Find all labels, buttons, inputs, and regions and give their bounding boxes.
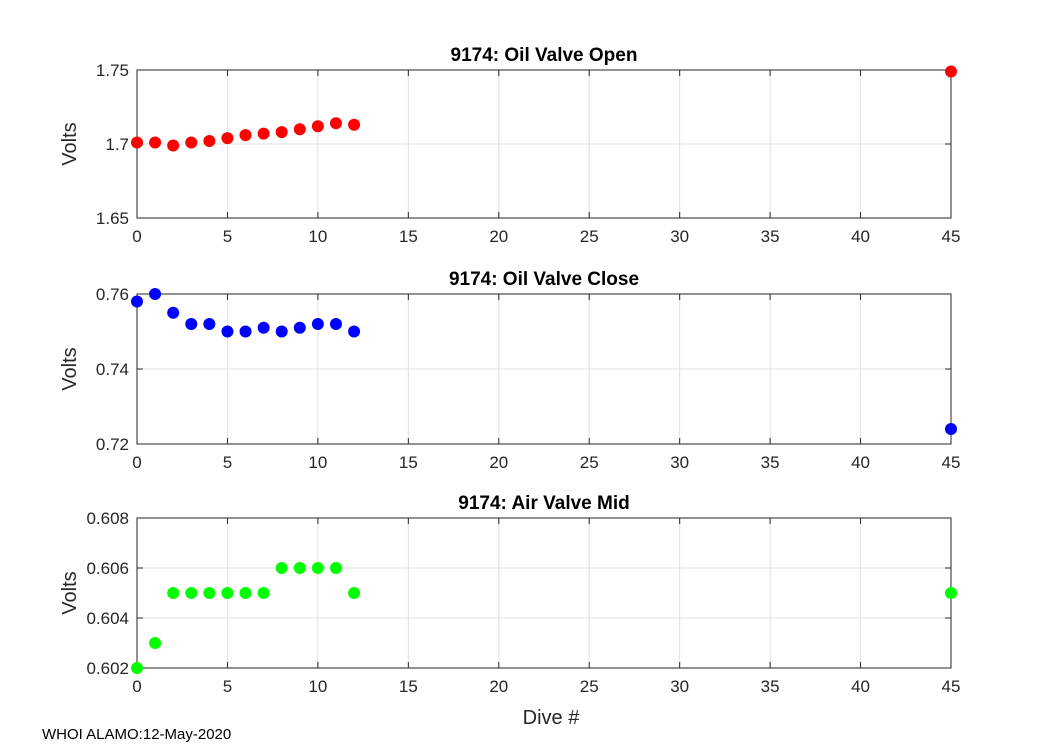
subplot-title: 9174: Air Valve Mid [458, 493, 629, 514]
x-tick-label: 40 [851, 453, 870, 472]
data-point [945, 423, 957, 435]
x-tick-label: 30 [670, 227, 689, 246]
data-point [348, 325, 361, 338]
x-tick-label: 0 [132, 453, 141, 472]
subplot-2: 0 5 10 15 20 25 30 35 40 45 0.72 0.74 0.76 9174: Oil … [59, 269, 960, 472]
y-tick-label: 1.65 [96, 209, 129, 228]
y-tick-label: 1.7 [105, 135, 129, 154]
data-point [329, 117, 342, 130]
x-tick-label: 0 [132, 227, 141, 246]
x-tick-label: 25 [580, 677, 599, 696]
data-point [221, 325, 234, 338]
data-point [221, 132, 234, 145]
x-tick-label: 25 [580, 453, 599, 472]
data-point [945, 587, 957, 599]
data-point [239, 325, 252, 338]
data-point [221, 587, 234, 599]
data-point [185, 587, 198, 599]
x-tick-label: 30 [670, 677, 689, 696]
data-point [239, 587, 252, 599]
x-tick-label: 35 [761, 453, 780, 472]
subplot-3: 0 5 10 15 20 25 30 35 40 45 0.602 0.604 0.606 0.608 91… [59, 493, 960, 729]
x-tick-label: 15 [399, 453, 418, 472]
subplot-title: 9174: Oil Valve Open [451, 45, 638, 66]
data-point [311, 318, 324, 330]
y-tick-label: 0.604 [86, 609, 129, 628]
x-tick-label: 5 [223, 677, 232, 696]
data-point [203, 135, 216, 148]
data-point [167, 587, 180, 599]
x-tick-label: 45 [942, 227, 961, 246]
data-point [275, 126, 288, 139]
y-tick-label: 1.75 [96, 61, 129, 80]
axes-background [137, 518, 951, 668]
y-tick-label: 0.74 [96, 360, 129, 379]
y-axis-label: Volts [59, 122, 81, 165]
data-point [293, 562, 306, 574]
y-tick-label: 0.602 [86, 659, 129, 678]
data-point [149, 136, 162, 149]
data-point [275, 562, 288, 574]
x-tick-label: 45 [942, 453, 961, 472]
data-point [348, 587, 361, 599]
x-tick-label: 10 [308, 453, 327, 472]
x-tick-label: 5 [223, 453, 232, 472]
x-tick-label: 0 [132, 677, 141, 696]
data-point [239, 129, 252, 142]
y-tick-label: 0.608 [86, 509, 129, 528]
data-point [348, 118, 361, 131]
data-point [203, 587, 216, 599]
data-point [257, 321, 270, 334]
footer-credit: WHOI ALAMO:12-May-2020 [42, 726, 232, 743]
x-tick-label: 35 [761, 677, 780, 696]
data-point [311, 562, 324, 574]
x-tick-label: 15 [399, 227, 418, 246]
y-tick-label: 0.72 [96, 435, 129, 454]
data-point [329, 318, 342, 330]
data-point [203, 318, 216, 330]
y-axis-label: Volts [59, 571, 81, 614]
x-tick-label: 40 [851, 227, 870, 246]
x-tick-label: 20 [489, 453, 508, 472]
data-point [329, 562, 342, 574]
x-tick-label: 25 [580, 227, 599, 246]
x-tick-label: 45 [942, 677, 961, 696]
y-axis-label: Volts [59, 347, 81, 390]
data-point [149, 288, 162, 300]
data-point [167, 306, 180, 319]
x-tick-label: 10 [308, 227, 327, 246]
x-tick-label: 35 [761, 227, 780, 246]
x-tick-label: 15 [399, 677, 418, 696]
data-point [275, 325, 288, 338]
data-point [293, 123, 306, 136]
y-tick-label: 0.606 [86, 559, 129, 578]
y-tick-label: 0.76 [96, 285, 129, 304]
subplot-title: 9174: Oil Valve Close [449, 269, 639, 290]
data-point [257, 127, 270, 140]
x-tick-label: 5 [223, 227, 232, 246]
data-point [149, 637, 162, 649]
x-tick-label: 20 [489, 677, 508, 696]
subplot-1: 0 5 10 15 20 25 30 35 40 45 1.65 1.7 1.75 9174: Oil V… [59, 45, 960, 246]
data-point [257, 587, 270, 599]
data-point [185, 318, 198, 330]
data-point [167, 139, 180, 152]
x-tick-label: 20 [489, 227, 508, 246]
x-tick-label: 10 [308, 677, 327, 696]
data-point [131, 136, 143, 149]
data-point [945, 65, 957, 78]
x-tick-label: 40 [851, 677, 870, 696]
x-axis-label: Dive # [523, 707, 581, 729]
x-tick-label: 30 [670, 453, 689, 472]
data-point [311, 120, 324, 133]
data-point [131, 662, 143, 674]
data-point [293, 321, 306, 334]
data-point [185, 136, 198, 149]
data-point [131, 295, 143, 308]
